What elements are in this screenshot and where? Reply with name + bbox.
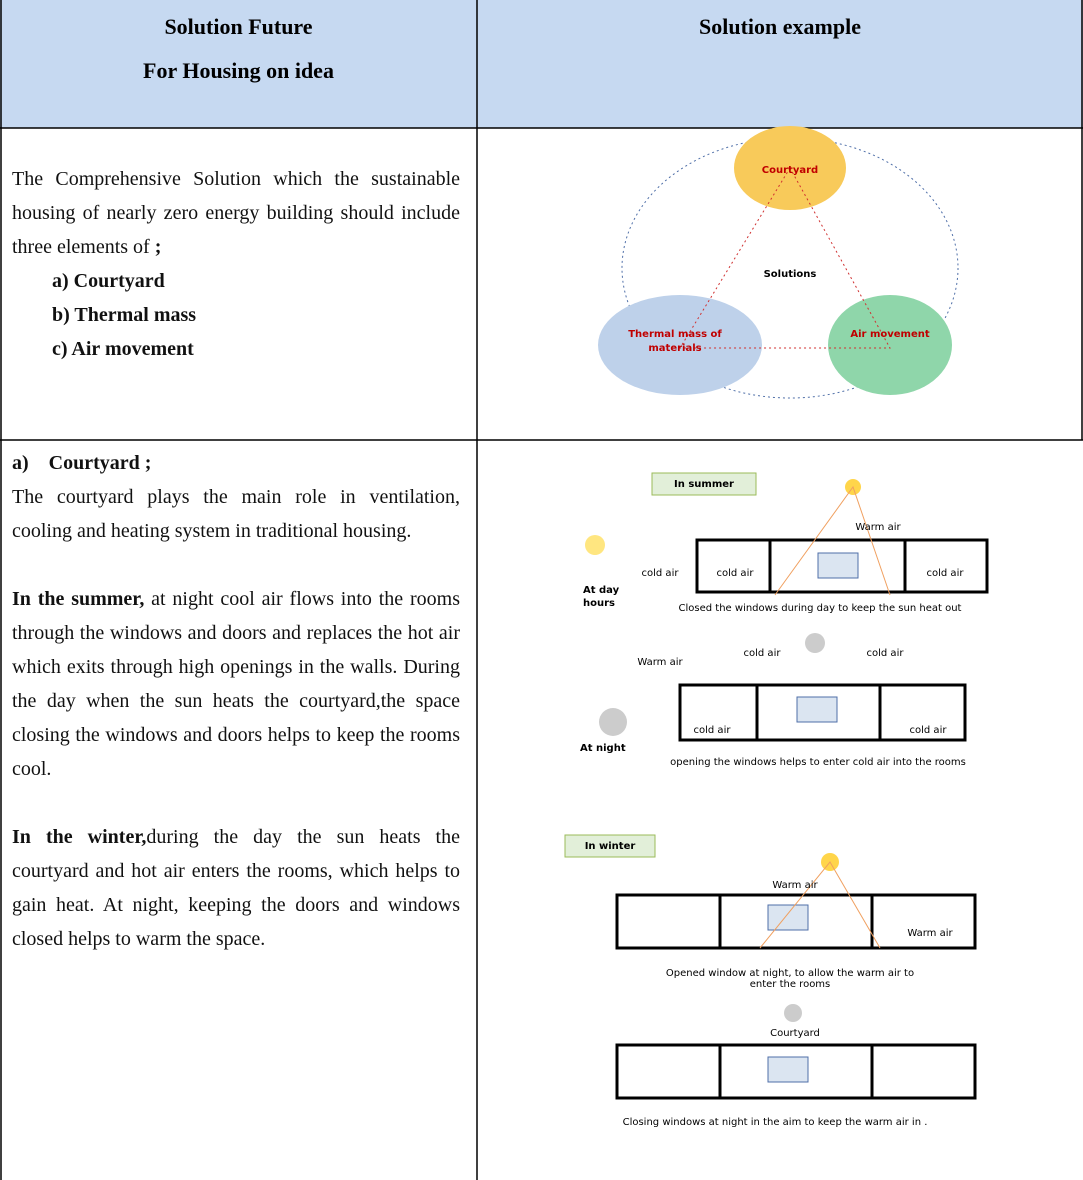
lead: In the summer, — [12, 588, 145, 610]
heading: a) Courtyard ; — [12, 452, 152, 474]
label: Closing windows at night in the aim to k… — [623, 1117, 928, 1128]
solutions-diagram: Courtyard Solutions Thermal mass of mate… — [594, 126, 970, 405]
label: At night — [580, 743, 626, 754]
label: At day — [583, 585, 620, 596]
label: Closed the windows during day to keep th… — [679, 603, 962, 614]
label: Air movement — [850, 329, 929, 340]
list: a) Courtyard b) Thermal mass c) Air moveme… — [12, 264, 460, 366]
label: In winter — [585, 841, 636, 852]
label: Courtyard — [770, 1028, 820, 1039]
label: Warm air — [637, 657, 683, 668]
punctuation: ; — [154, 236, 162, 258]
label: cold air — [717, 568, 755, 579]
lead: In the winter, — [12, 826, 147, 848]
text: at night cool air flows into the rooms t… — [12, 588, 460, 780]
label: Warm air — [772, 880, 818, 891]
paragraph: The Comprehensive Solution which the sus… — [12, 168, 460, 258]
label: Thermal mass of — [628, 329, 722, 340]
courtyard-labels: In summer Warm air cold air cold air col… — [580, 479, 966, 1128]
label: cold air — [694, 725, 732, 736]
label: cold air — [927, 568, 965, 579]
row-2-text: a) Courtyard ; The courtyard plays the m… — [12, 446, 460, 956]
label: Warm air — [907, 928, 953, 939]
courtyard-diagram — [564, 472, 989, 1100]
paragraph: The courtyard plays the main role in ven… — [12, 486, 460, 542]
label: cold air — [867, 648, 905, 659]
paragraph: In the summer, at night cool air flows i… — [12, 582, 460, 786]
label: materials — [648, 343, 701, 354]
label: opening the windows helps to enter cold … — [670, 757, 966, 768]
list-item: a) Courtyard — [52, 270, 165, 292]
header-line: For Housing on idea — [143, 58, 334, 83]
label: Solutions — [764, 269, 817, 280]
text: during the day the sun heats the courtya… — [12, 826, 460, 950]
label: hours — [583, 598, 615, 609]
header-line: Solution Future — [164, 14, 313, 39]
label: Warm air — [855, 522, 901, 533]
list-item: c) Air movement — [52, 338, 194, 360]
header-left: Solution Future For Housing on idea — [0, 14, 477, 84]
header-right: Solution example — [699, 14, 861, 39]
list-item: b) Thermal mass — [52, 304, 197, 326]
label: cold air — [642, 568, 680, 579]
header-bg — [0, 0, 1083, 128]
row-1-text: The Comprehensive Solution which the sus… — [12, 162, 460, 366]
label: In summer — [674, 479, 734, 490]
label: Opened window at night, to allow the war… — [666, 968, 914, 979]
paragraph: In the winter,during the day the sun hea… — [12, 820, 460, 956]
label: cold air — [744, 648, 782, 659]
label: Courtyard — [762, 165, 818, 176]
label: enter the rooms — [750, 979, 831, 990]
label: cold air — [910, 725, 948, 736]
